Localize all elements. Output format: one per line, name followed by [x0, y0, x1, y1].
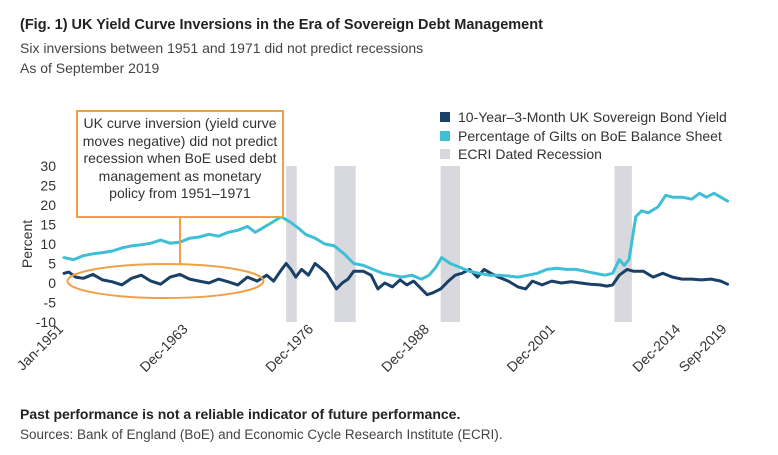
x-tick-label-1: Dec-1963: [136, 321, 190, 375]
x-tick-label-5: Dec-2014: [629, 321, 683, 375]
legend-label-gilts: Percentage of Gilts on BoE Balance Sheet: [458, 127, 722, 144]
chart-subtitle: Six inversions between 1951 and 1971 did…: [20, 40, 424, 56]
recession-band-1: [334, 166, 356, 322]
y-tick-label-30: 30: [40, 158, 56, 174]
y-tick-label-15: 15: [40, 217, 56, 233]
y-axis-label: Percent: [19, 220, 35, 268]
series-line-yield: [62, 262, 729, 297]
y-tick-label--10: -10: [36, 314, 56, 330]
legend-item-gilts: Percentage of Gilts on BoE Balance Sheet: [440, 127, 727, 146]
y-tick-label-10: 10: [40, 236, 56, 252]
y-tick-label-0: 0: [48, 275, 56, 291]
legend-label-yield: 10-Year–3-Month UK Sovereign Bond Yield: [458, 109, 727, 126]
performance-disclaimer: Past performance is not a reliable indic…: [20, 406, 461, 422]
y-tick-label-25: 25: [40, 178, 56, 194]
x-tick-label-2: Dec-1976: [262, 321, 316, 375]
x-tick-label-6: Sep-2019: [675, 321, 729, 375]
legend-swatch-yield: [440, 112, 450, 123]
chart-legend: 10-Year–3-Month UK Sovereign Bond Yield …: [440, 108, 727, 164]
y-tick-label-5: 5: [48, 256, 56, 272]
x-tick-label-3: Dec-1988: [378, 321, 432, 375]
recession-band-3: [614, 166, 632, 322]
recession-band-0: [286, 166, 297, 322]
series-line-gilts: [62, 191, 729, 281]
x-tick-label-4: Dec-2001: [503, 321, 557, 375]
y-tick-label-20: 20: [40, 197, 56, 213]
legend-label-recession: ECRI Dated Recession: [458, 146, 602, 163]
y-tick-label--5: -5: [44, 295, 57, 311]
chart-title: (Fig. 1) UK Yield Curve Inversions in th…: [20, 17, 543, 33]
legend-item-recession: ECRI Dated Recession: [440, 145, 727, 164]
inversion-callout: UK curve inversion (yield curve moves ne…: [76, 110, 284, 218]
recession-band-2: [440, 166, 460, 322]
legend-swatch-gilts: [440, 130, 450, 141]
inversion-ellipse: [66, 263, 265, 300]
legend-swatch-recession: [440, 149, 450, 160]
sources-note: Sources: Bank of England (BoE) and Econo…: [20, 427, 503, 442]
as-of-date: As of September 2019: [20, 60, 160, 76]
legend-item-yield: 10-Year–3-Month UK Sovereign Bond Yield: [440, 108, 727, 127]
